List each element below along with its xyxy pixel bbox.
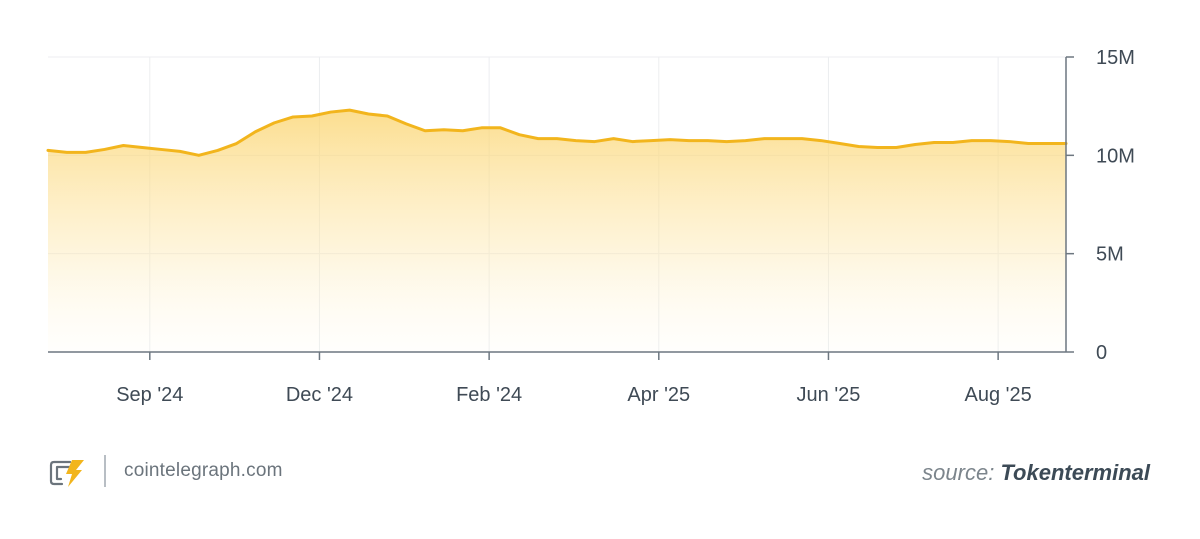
x-tick-label: Dec '24 xyxy=(286,384,353,406)
x-tick-label: Apr '25 xyxy=(627,384,690,406)
footer-divider xyxy=(104,455,106,487)
x-tick-label: Feb '24 xyxy=(456,384,522,406)
source-prefix: source: xyxy=(922,460,995,485)
series-line xyxy=(46,108,1068,157)
series-area xyxy=(48,110,1066,352)
source-name: Tokenterminal xyxy=(1000,460,1150,485)
y-tick-label: 0 xyxy=(1096,342,1107,364)
site-name: cointelegraph.com xyxy=(124,460,283,481)
cointelegraph-logo-icon xyxy=(49,460,84,487)
x-axis-labels: Sep '24 Dec '24 Feb '24 Apr '25 Jun '25 Aug '… xyxy=(116,384,1032,406)
axes xyxy=(48,56,1074,360)
y-axis-labels: 0 5M 10M 15M xyxy=(1096,47,1135,364)
y-tick-label: 5M xyxy=(1096,244,1124,266)
y-tick-label: 10M xyxy=(1096,145,1135,167)
y-tick-label: 15M xyxy=(1096,47,1135,69)
footer: cointelegraph.com source: Tokenterminal xyxy=(0,440,1200,500)
chart: 0 5M 10M 15M Sep '24 Dec '24 Feb '24 Apr '25 Ju… xyxy=(46,47,1135,406)
x-tick-label: Aug '25 xyxy=(965,384,1032,406)
x-tick-label: Sep '24 xyxy=(116,384,183,406)
x-tick-label: Jun '25 xyxy=(797,384,861,406)
source-credit: source: Tokenterminal xyxy=(922,460,1150,486)
